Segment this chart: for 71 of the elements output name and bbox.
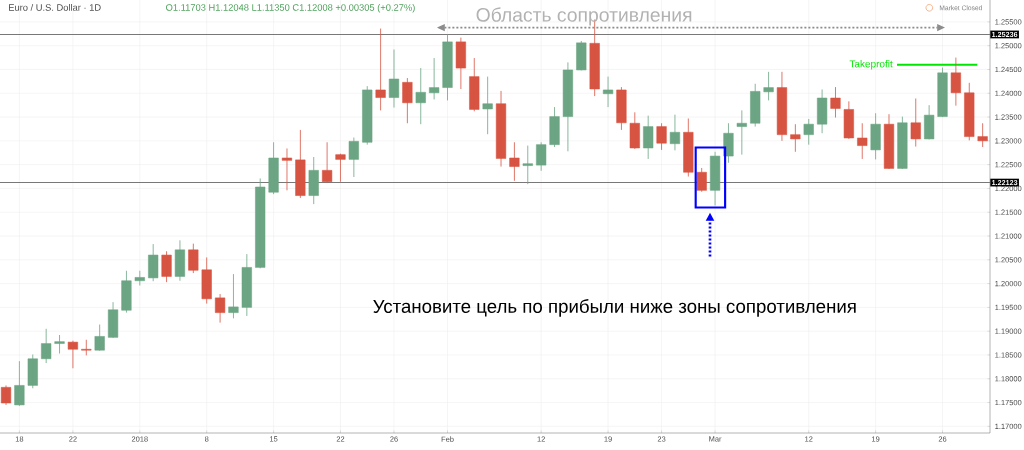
chart-subtitle: O1.11703 H1.12048 L1.11350 C1.12008 +0.00305 (+0.27%) — [166, 3, 415, 13]
candlestick — [268, 141, 279, 195]
chart-title: Euro / U.S. Dollar · 1D — [9, 3, 101, 11]
candlestick — [375, 28, 386, 111]
candlestick — [161, 250, 172, 283]
candlestick — [94, 324, 105, 352]
candlestick — [830, 86, 841, 118]
candlestick — [121, 270, 132, 314]
candlestick — [402, 77, 413, 124]
candlestick — [602, 76, 614, 108]
candlestick — [14, 360, 25, 407]
candlestick — [643, 115, 654, 160]
candlestick — [214, 293, 226, 324]
candlestick — [228, 273, 239, 319]
candlestick — [709, 151, 721, 206]
candlestick — [429, 57, 440, 100]
candlestick — [81, 339, 92, 356]
candlestick — [562, 61, 573, 152]
candlestick — [736, 110, 747, 156]
candlestick — [629, 111, 640, 150]
candlestick — [522, 145, 533, 185]
candlestick — [415, 67, 426, 125]
candlestick — [723, 122, 734, 164]
candlestick — [107, 301, 119, 339]
candlestick — [977, 122, 988, 148]
candlestick — [348, 137, 359, 178]
candlestick — [656, 122, 667, 151]
candlestick — [54, 334, 65, 354]
candlestick — [27, 354, 38, 389]
candlestick — [134, 270, 145, 286]
candlestick — [188, 243, 199, 274]
candlestick — [308, 156, 319, 205]
candlestick — [790, 123, 801, 153]
candlestick — [910, 98, 921, 147]
candlestick — [174, 239, 186, 282]
candlestick — [683, 118, 694, 177]
candlestick — [857, 122, 868, 160]
candlestick — [763, 71, 774, 101]
candlestick — [469, 57, 480, 112]
candlestick — [41, 328, 52, 364]
candlestick — [817, 89, 828, 134]
candlestick — [295, 129, 306, 199]
annotation: Область сопротивления — [476, 7, 692, 26]
candlestick — [696, 167, 707, 193]
candlestick — [803, 118, 814, 146]
candlestick — [549, 106, 560, 148]
candlestick — [255, 178, 266, 269]
candlestick — [616, 86, 627, 131]
ref-line-label: Takeprofit — [849, 60, 893, 70]
candlestick — [241, 253, 252, 317]
candlestick — [870, 112, 881, 160]
annotation: Установите цель по прибыли ниже зоны сопротивления — [373, 299, 856, 317]
candlestick — [442, 33, 453, 101]
candlestick — [281, 148, 293, 191]
candlestick — [964, 82, 975, 141]
candlestick — [536, 141, 547, 172]
candlestick — [897, 116, 908, 170]
candlestick — [455, 37, 466, 90]
candlestick — [509, 141, 520, 182]
candlestick — [362, 85, 373, 146]
candlestick — [335, 153, 346, 183]
candlestick — [950, 57, 961, 107]
candlestick — [924, 104, 935, 140]
candlestick — [201, 257, 212, 304]
candlestick — [750, 83, 761, 127]
candlestick — [843, 100, 854, 140]
candlestick — [148, 243, 159, 282]
candlestick — [67, 340, 78, 369]
candlestick — [937, 67, 948, 118]
candlestick — [482, 76, 493, 135]
candlestick — [576, 40, 587, 71]
